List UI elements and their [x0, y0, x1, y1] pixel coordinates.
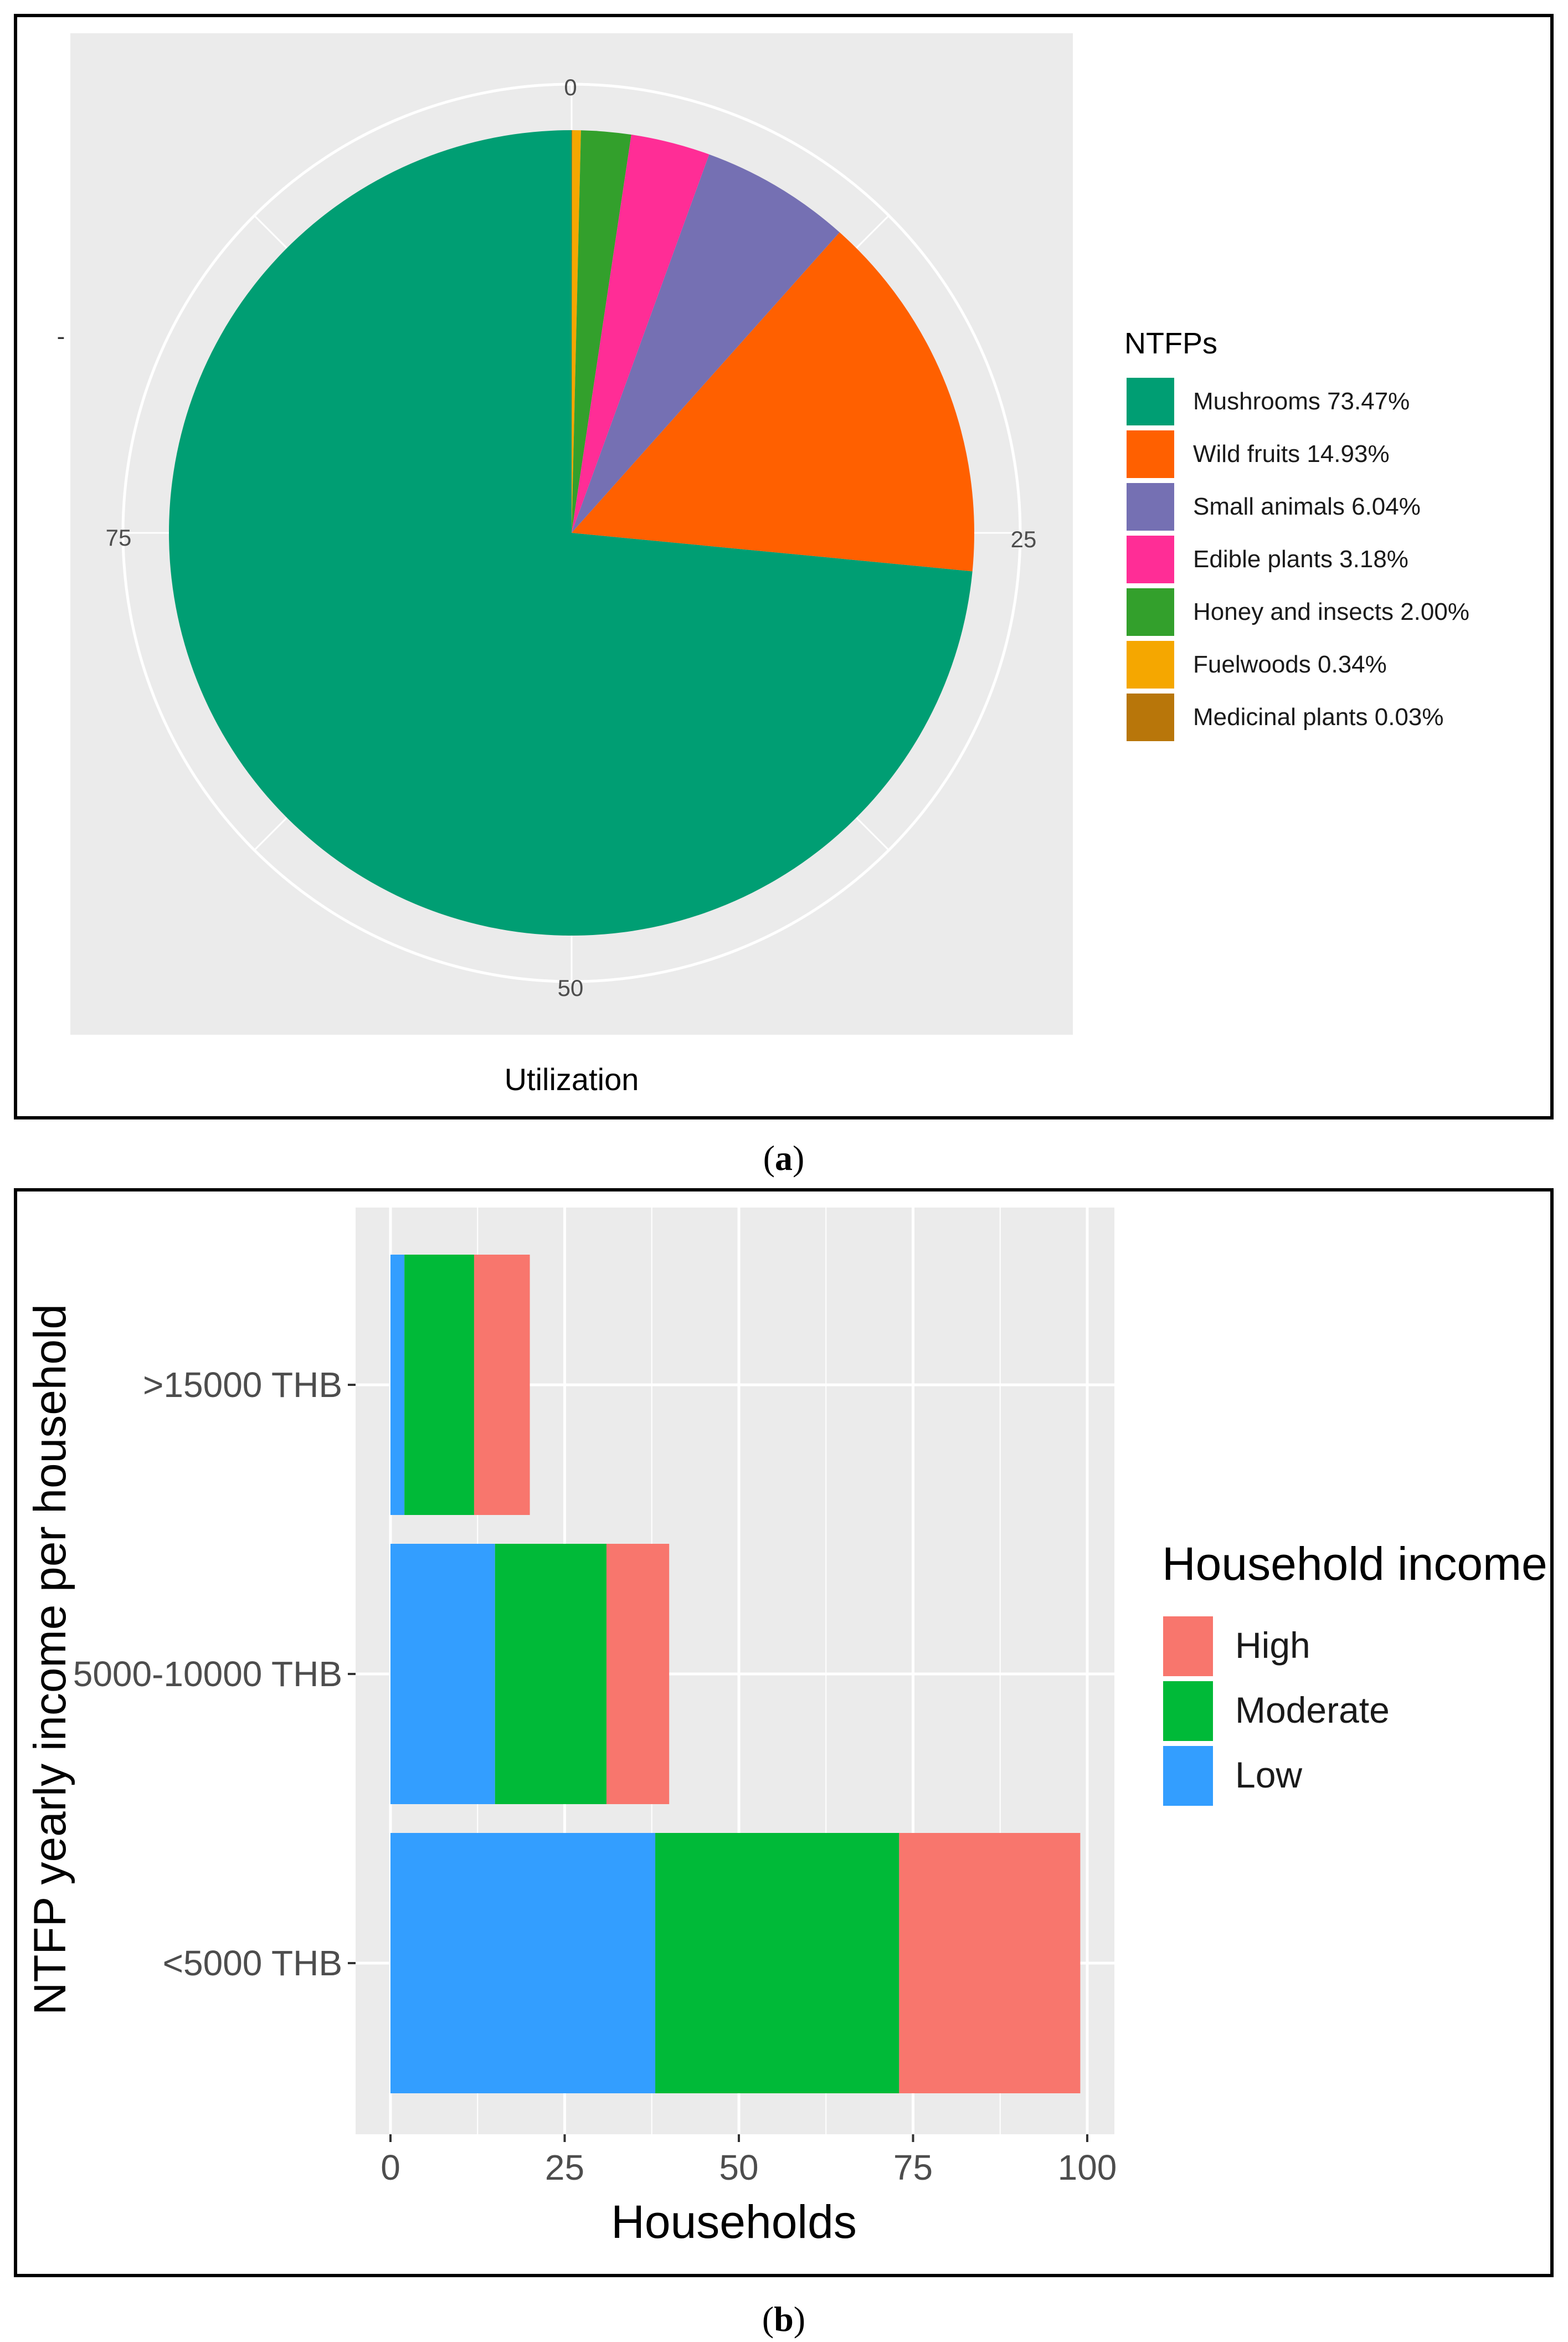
pie-slice-fuelwoods — [572, 130, 581, 533]
panel-a-letter: a — [775, 1138, 793, 1178]
pie-legend-label: Edible plants 3.18% — [1193, 546, 1408, 573]
pie-legend-label: Small animals 6.04% — [1193, 493, 1421, 520]
bar-x-tick-label: 0 — [381, 2148, 400, 2187]
bar-segment-low — [390, 1833, 656, 2093]
bar-x-tick-label: 75 — [893, 2148, 933, 2187]
bar-x-tick-label: 50 — [719, 2148, 758, 2187]
pie-slice-mushrooms — [169, 130, 973, 936]
bar-legend-key — [1163, 1746, 1213, 1806]
pie-grid-spoke — [856, 817, 890, 851]
bar-legend-key — [1163, 1616, 1213, 1676]
pie-grid-spoke — [254, 215, 287, 249]
pie-tick-0: 0 — [564, 74, 577, 100]
bar-segment-high — [899, 1833, 1081, 2093]
panel-b-caption: (b) — [762, 2299, 805, 2339]
bar-legend-label: Low — [1235, 1754, 1302, 1795]
pie-legend-key — [1127, 378, 1174, 425]
pie-legend-label: Wild fruits 14.93% — [1193, 440, 1390, 468]
bar-legend-label: Moderate — [1235, 1689, 1390, 1730]
pie-grid-spoke — [254, 817, 287, 851]
bar-segment-high — [606, 1544, 670, 1804]
panel-b-letter: b — [774, 2299, 794, 2339]
pie-tick-25: 25 — [1011, 526, 1037, 552]
bar-segment-high — [474, 1255, 530, 1515]
pie-slice-small — [572, 154, 840, 533]
bar-legend-label: High — [1235, 1625, 1310, 1666]
bar-x-axis: 0 25 50 75 100 — [381, 2134, 1117, 2187]
bar-segment-low — [390, 1255, 405, 1515]
bar-legend-title: Household income — [1162, 1538, 1548, 1590]
bar-y-tick-label: >15000 THB — [143, 1365, 342, 1405]
bar-y-axis: <5000 THB 5000-10000 THB >15000 THB — [73, 1365, 356, 1983]
pie-legend-key — [1127, 483, 1174, 531]
pie-legend-label: Fuelwoods 0.34% — [1193, 651, 1387, 678]
bar-x-axis-label: Households — [611, 2196, 857, 2248]
pie-slices — [169, 130, 974, 936]
pie-grid — [121, 83, 1022, 983]
pie-legend: Mushrooms 73.47% Wild fruits 14.93% Small … — [1127, 378, 1469, 741]
bar-segment-moderate — [404, 1255, 474, 1515]
pie-legend-key — [1127, 641, 1174, 689]
bar-segment-moderate — [655, 1833, 899, 2093]
bar-rects — [390, 1255, 1081, 2093]
pie-legend-title: NTFPs — [1124, 327, 1217, 360]
pie-y-axis-label: - — [57, 323, 65, 350]
pie-slice-edible — [572, 135, 710, 533]
pie-slice-honey — [572, 130, 631, 533]
bar-legend-key — [1163, 1681, 1213, 1741]
pie-legend-key — [1127, 536, 1174, 583]
pie-legend-label: Medicinal plants 0.03% — [1193, 703, 1443, 731]
bar-y-axis-label: NTFP yearly income per household — [25, 1304, 75, 2015]
pie-tick-50: 50 — [558, 975, 584, 1001]
bar-segment-moderate — [495, 1544, 606, 1804]
bar-y-tick-label: <5000 THB — [163, 1943, 342, 1983]
pie-radial-ticks: 0 25 50 75 — [106, 74, 1037, 1001]
bar-segment-low — [390, 1544, 495, 1804]
pie-slice-wild — [572, 232, 974, 572]
pie-legend-key — [1127, 430, 1174, 478]
pie-x-axis-label: Utilization — [505, 1062, 639, 1097]
pie-legend-label: Honey and insects 2.00% — [1193, 598, 1469, 625]
pie-tick-75: 75 — [106, 525, 132, 551]
pie-legend-label: Mushrooms 73.47% — [1193, 388, 1410, 415]
pie-legend-key — [1127, 694, 1174, 741]
bar-x-tick-label: 25 — [545, 2148, 584, 2187]
bar-y-tick-label: 5000-10000 THB — [73, 1654, 342, 1694]
bar-x-tick-label: 100 — [1058, 2148, 1117, 2187]
pie-legend-key — [1127, 588, 1174, 636]
bar-legend: High Moderate Low — [1163, 1616, 1390, 1806]
panel-a-caption: (a) — [763, 1138, 805, 1178]
pie-grid-spoke — [856, 215, 890, 249]
